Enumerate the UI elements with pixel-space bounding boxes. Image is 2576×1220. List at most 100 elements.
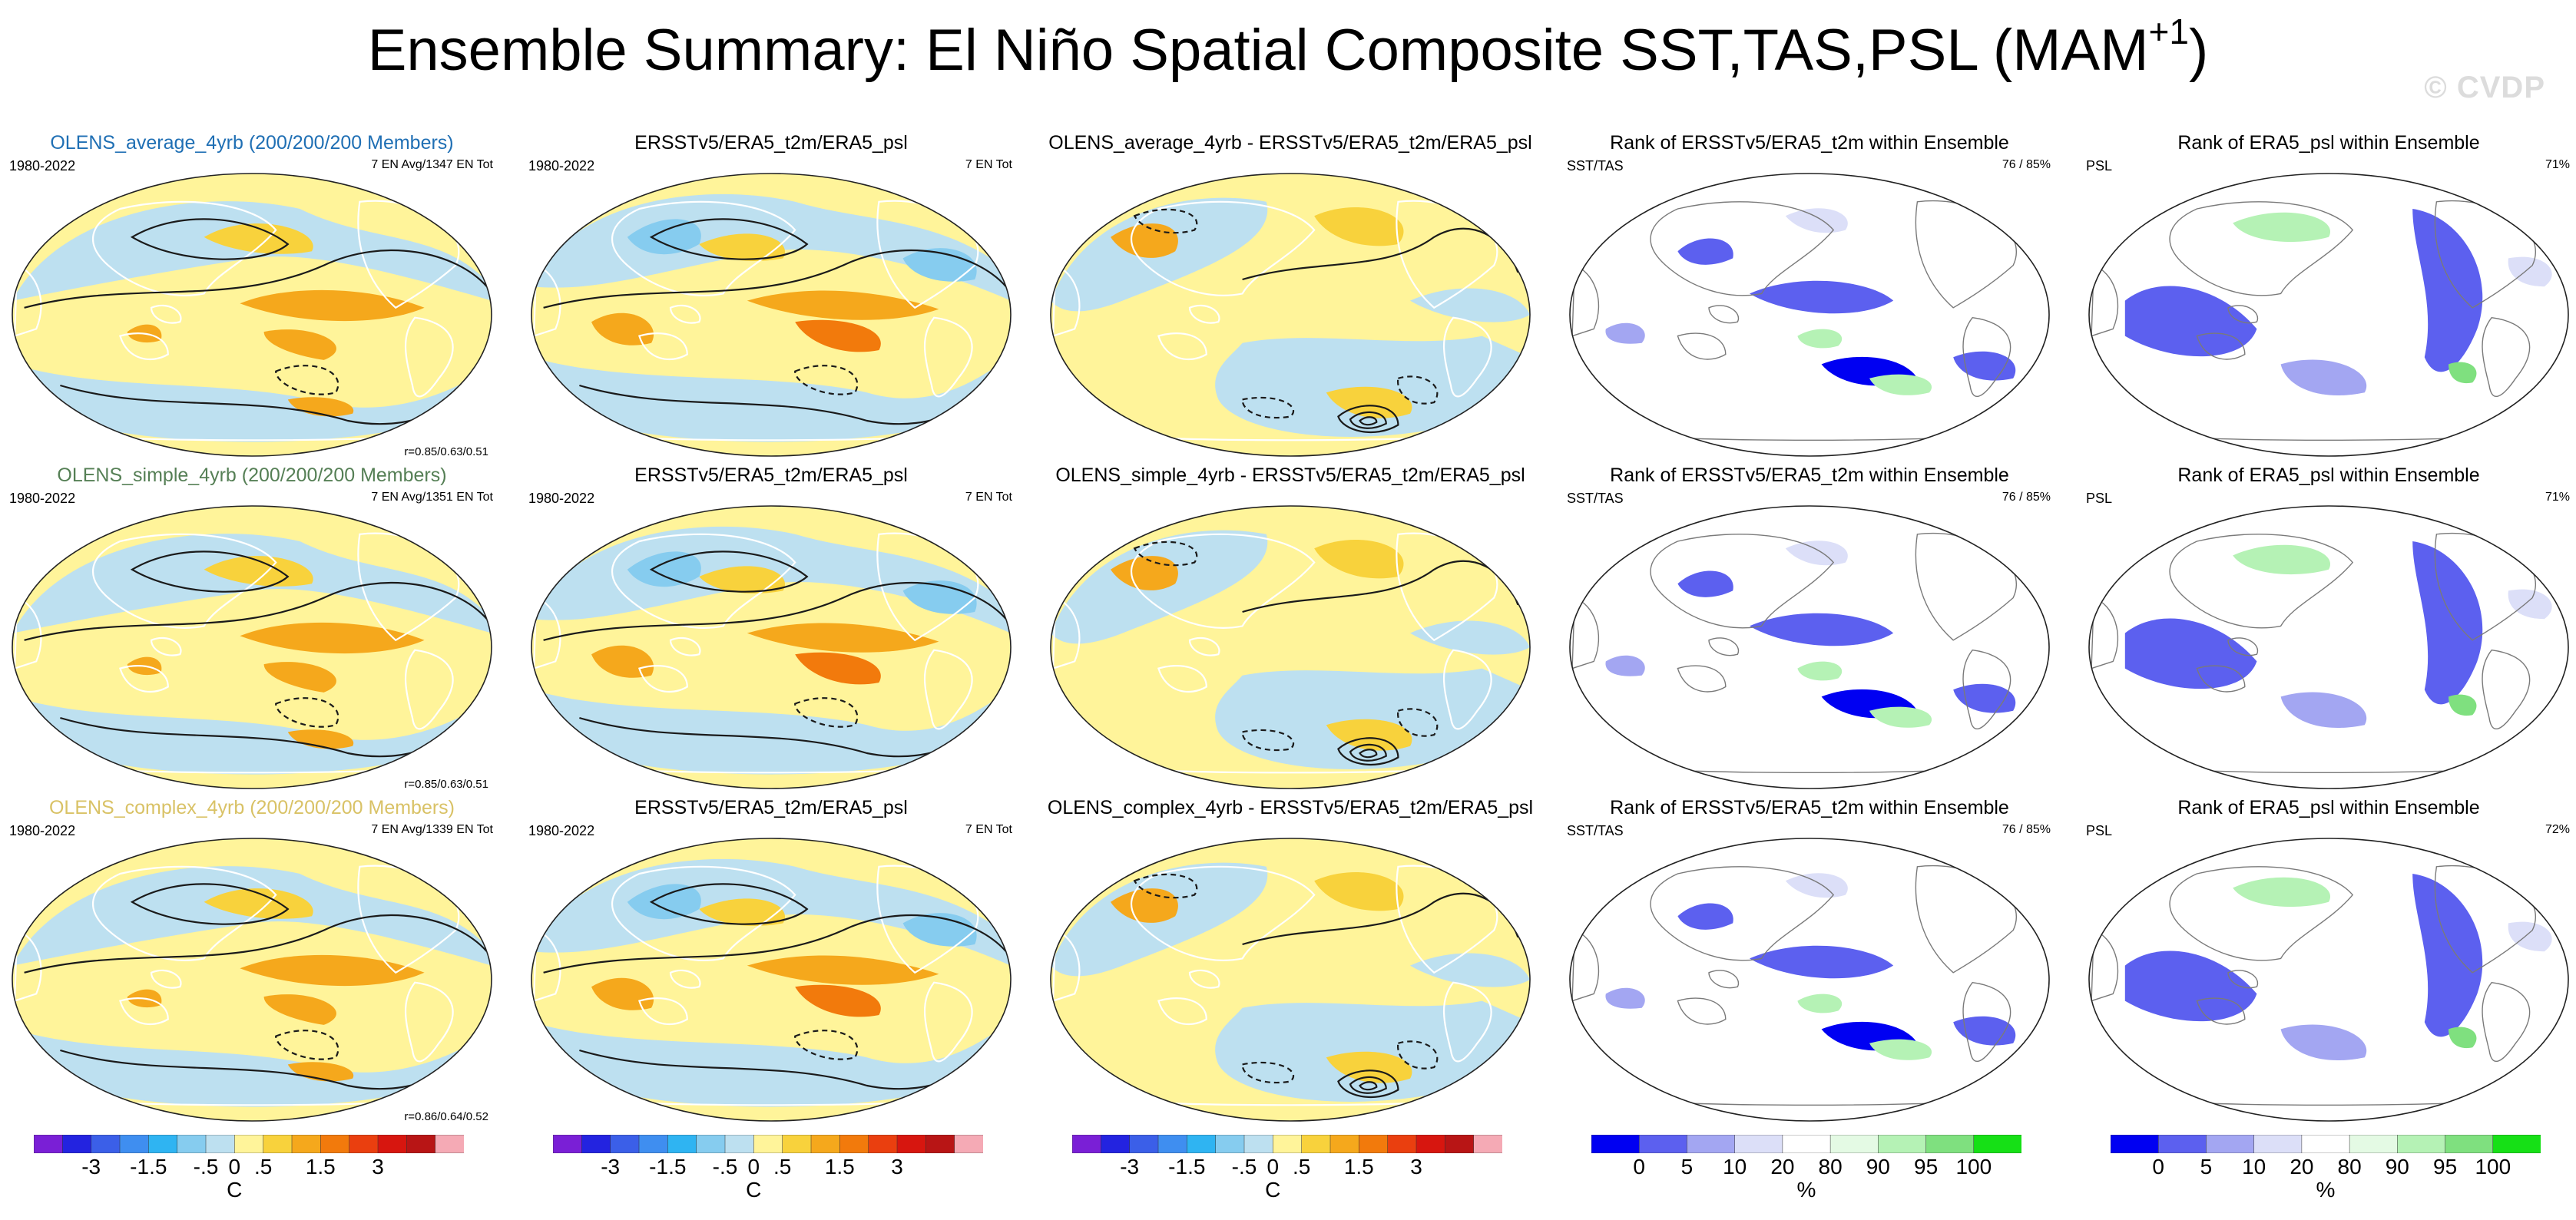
psl-contour-negative [1397,375,1439,405]
coastline-asia [2169,866,2354,961]
psl-contour [130,550,290,593]
colorbar-swatch [1072,1135,1102,1153]
figure-title-close: ) [2188,18,2209,83]
rank-region [2449,1027,2477,1049]
colorbar-tick-label: 1.5 [305,1155,336,1179]
coastline-south-america [1962,649,2011,730]
colorbar-swatch [839,1135,869,1153]
cold-anomaly-region [627,219,701,255]
panel-difference: OLENS_simple_4yrb - ERSSTv5/ERA5_t2m/ERA… [1045,465,1536,795]
variable-label: PSL [2086,823,2113,838]
coastline-south-america [2482,649,2531,730]
colorbar-swatch [2111,1135,2159,1153]
psl-contour [649,550,809,593]
field-layer [531,506,1011,789]
colorbar-swatches [2111,1135,2541,1153]
cold-anomaly-region [531,689,1011,775]
rank-region [2280,1024,2367,1060]
colorbar-swatch [1129,1135,1159,1153]
psl-contour-negative [1133,208,1198,234]
panel-title: Rank of ERA5_psl within Ensemble [2177,132,2480,154]
colorbar-tick-label: 0 [1633,1155,1645,1179]
panel-rank-psl: Rank of ERA5_psl within Ensemble PSL 72% [2083,797,2574,1127]
warm-anomaly-region [747,623,939,653]
coastline-maritime-continent [1188,969,1220,989]
psl-contour [1359,749,1378,759]
colorbar-swatch [896,1135,927,1153]
colorbar-swatch [1925,1135,1975,1153]
colorbar-swatch [62,1135,92,1153]
colorbar-swatch [349,1135,379,1153]
psl-contour-negative [1241,1061,1295,1084]
field-layer [2089,838,2568,1121]
colorbar-tick-label: 0 [2152,1155,2164,1179]
field-layer [1570,838,2049,1121]
psl-contour-negative [794,1030,859,1060]
psl-contour-negative [275,697,339,728]
psl-contour [1349,1076,1387,1094]
coastline-maritime-continent [1708,305,1740,324]
colorbar-swatch [2206,1135,2255,1153]
coastline-australia [119,332,169,361]
map-border [1050,173,1531,457]
psl-contour [1359,416,1378,426]
colorbar-swatch [1329,1135,1360,1153]
colorbar-tick-label: -.5 [193,1155,219,1179]
colorbar-swatch [610,1135,640,1153]
psl-contour [130,883,290,925]
panel-rank-sst: Rank of ERSSTv5/ERA5_t2m within Ensemble… [1564,465,2055,795]
panel-title: Rank of ERA5_psl within Ensemble [2177,797,2480,818]
colorbar-tick-label: -3 [81,1155,101,1179]
colorbar-swatch [435,1135,464,1153]
period-label: 1980-2022 [528,158,595,174]
colorbar-swatch [1243,1135,1274,1153]
colorbar-swatch [177,1135,207,1153]
map-border [2088,173,2569,457]
map-border [12,505,492,789]
colorbar-temperature: -3 -1.5 -.5 0 .5 1.5 3 C [553,1135,983,1212]
cold-anomaly-region [12,364,492,442]
colorbar-swatch [581,1135,611,1153]
colorbar-tick-label: 1.5 [1343,1155,1374,1179]
rank-region [1677,238,1733,265]
field-layer [1570,174,2049,456]
colorbar-temperature: -3 -1.5 -.5 0 .5 1.5 3 C [1072,1135,1502,1212]
map-plot [531,173,1012,457]
colorbar-temperature: -3 -1.5 -.5 0 .5 1.5 3 C [34,1135,464,1212]
colorbar-swatch [1101,1135,1131,1153]
coastline-asia [92,865,277,961]
coastline-australia [1677,665,1727,693]
warm-anomaly-region [240,954,425,987]
psl-contour [649,218,809,260]
panel-rank-sst: Rank of ERSSTv5/ERA5_t2m within Ensemble… [1564,132,2055,462]
colorbar-swatch [638,1135,669,1153]
colorbar-tick-label: 5 [1680,1155,1694,1179]
event-count-label: 7 EN Avg/1339 EN Tot [371,823,493,836]
coastline-asia [1650,201,1835,296]
rank-region [2449,362,2477,384]
colorbar-swatch [1878,1135,1927,1153]
colorbar-unit-label: C [1265,1178,1281,1202]
map-plot [1569,838,2050,1122]
warm-anomaly-region [1111,888,1178,923]
field-layer [1570,506,2049,789]
rank-region [1797,661,1843,681]
colorbar-swatch [810,1135,841,1153]
period-label: 1980-2022 [528,823,595,838]
pattern-correlation-label: r=0.85/0.63/0.51 [404,445,488,458]
cold-anomaly-region [627,551,701,587]
rank-region [2233,877,2331,908]
colorbar-swatches [1072,1135,1502,1153]
colorbar-tick-label: 80 [1818,1155,1843,1179]
colorbar-swatch [1187,1135,1217,1153]
field-layer [12,506,492,789]
pattern-correlation-label: r=0.85/0.63/0.51 [404,778,488,791]
rank-region [1605,655,1645,676]
colorbar-unit-label: % [1796,1178,1816,1202]
coastline-australia [638,332,688,361]
map-border [531,838,1012,1122]
map-plot [2088,838,2569,1122]
psl-contour [543,581,1007,641]
panel-title: ERSSTv5/ERA5_t2m/ERA5_psl [634,465,908,486]
cold-anomaly-region [1215,336,1530,437]
